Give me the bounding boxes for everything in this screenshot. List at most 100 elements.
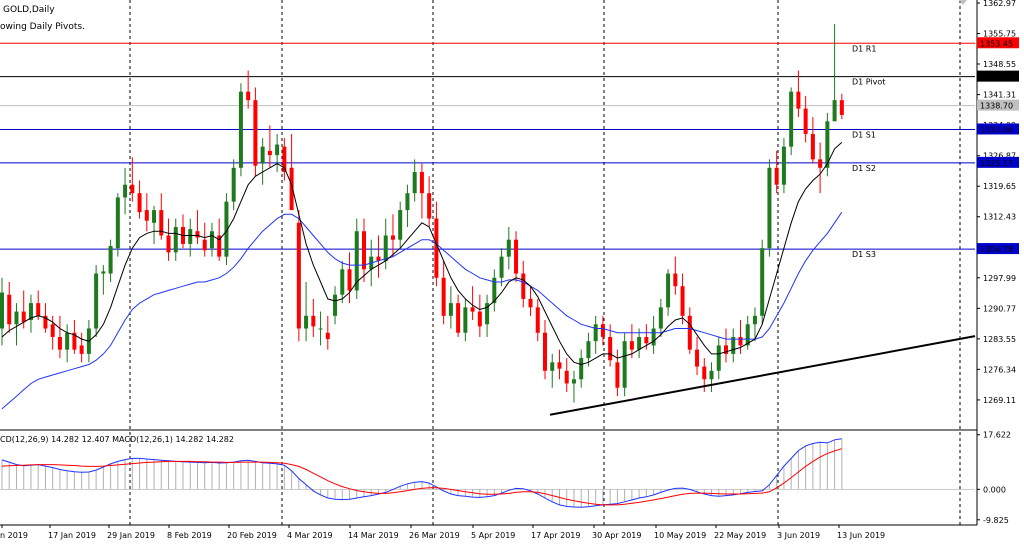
candle-46[interactable] bbox=[333, 286, 338, 325]
candle-19[interactable] bbox=[137, 180, 142, 219]
candle-68[interactable] bbox=[492, 269, 497, 312]
candle-0[interactable] bbox=[0, 277, 4, 346]
candle-74[interactable] bbox=[535, 298, 540, 342]
candle-88[interactable] bbox=[637, 328, 642, 359]
candle-32[interactable] bbox=[231, 159, 236, 211]
candle-7[interactable] bbox=[50, 315, 55, 350]
candle-14[interactable] bbox=[101, 265, 106, 295]
candle-101[interactable] bbox=[731, 328, 736, 363]
candle-65[interactable] bbox=[470, 286, 475, 321]
candle-27[interactable] bbox=[195, 210, 200, 244]
candle-79[interactable] bbox=[571, 370, 576, 403]
candle-75[interactable] bbox=[543, 320, 547, 380]
candle-21[interactable] bbox=[152, 205, 157, 244]
candle-111[interactable] bbox=[803, 95, 808, 143]
candle-22[interactable] bbox=[159, 193, 164, 240]
candle-4[interactable] bbox=[28, 294, 33, 333]
candle-16[interactable] bbox=[115, 193, 120, 257]
candle-55[interactable] bbox=[398, 201, 403, 249]
candle-109[interactable] bbox=[789, 87, 794, 156]
candle-108[interactable] bbox=[781, 138, 786, 194]
candle-86[interactable] bbox=[622, 332, 627, 397]
candle-9[interactable] bbox=[65, 324, 70, 363]
candle-110[interactable] bbox=[796, 70, 801, 118]
candle-24[interactable] bbox=[173, 218, 178, 261]
candle-15[interactable] bbox=[108, 239, 113, 282]
candle-39[interactable] bbox=[282, 138, 287, 181]
candle-62[interactable] bbox=[448, 286, 453, 329]
candles[interactable] bbox=[0, 24, 844, 403]
candle-90[interactable] bbox=[651, 315, 656, 354]
support-trendline[interactable] bbox=[549, 335, 976, 416]
candle-106[interactable] bbox=[767, 159, 772, 257]
candle-92[interactable] bbox=[666, 269, 671, 316]
candle-13[interactable] bbox=[94, 265, 99, 337]
candle-8[interactable] bbox=[57, 315, 62, 359]
candle-28[interactable] bbox=[202, 222, 207, 257]
candle-41[interactable] bbox=[296, 210, 301, 342]
candle-49[interactable] bbox=[354, 218, 359, 299]
candle-112[interactable] bbox=[810, 117, 815, 164]
candle-87[interactable] bbox=[629, 324, 634, 359]
candle-1[interactable] bbox=[7, 281, 12, 333]
candle-113[interactable] bbox=[818, 142, 823, 194]
candle-47[interactable] bbox=[340, 260, 345, 304]
candle-44[interactable] bbox=[318, 311, 323, 346]
candle-80[interactable] bbox=[579, 349, 584, 388]
candle-102[interactable] bbox=[738, 320, 743, 354]
candle-82[interactable] bbox=[593, 315, 598, 354]
candle-69[interactable] bbox=[499, 248, 504, 287]
candle-18[interactable] bbox=[130, 157, 135, 202]
candle-5[interactable] bbox=[36, 290, 41, 321]
candle-63[interactable] bbox=[456, 294, 461, 337]
candle-59[interactable] bbox=[427, 176, 432, 228]
candle-38[interactable] bbox=[275, 133, 280, 173]
candle-71[interactable] bbox=[514, 231, 519, 282]
candle-95[interactable] bbox=[687, 307, 692, 354]
candle-50[interactable] bbox=[362, 218, 366, 282]
candle-57[interactable] bbox=[412, 159, 417, 202]
candle-93[interactable] bbox=[673, 256, 678, 295]
candle-73[interactable] bbox=[528, 286, 533, 316]
candle-67[interactable] bbox=[485, 294, 490, 337]
candle-17[interactable] bbox=[123, 167, 128, 215]
candle-98[interactable] bbox=[709, 362, 714, 392]
candle-115[interactable] bbox=[832, 24, 837, 122]
candle-96[interactable] bbox=[695, 336, 700, 376]
candle-37[interactable] bbox=[267, 125, 272, 168]
candle-105[interactable] bbox=[760, 239, 765, 325]
candle-35[interactable] bbox=[253, 87, 258, 177]
candle-114[interactable] bbox=[825, 112, 830, 177]
candle-72[interactable] bbox=[521, 260, 526, 308]
candle-42[interactable] bbox=[304, 281, 309, 342]
candle-29[interactable] bbox=[209, 222, 214, 257]
candle-100[interactable] bbox=[724, 328, 728, 363]
candle-103[interactable] bbox=[745, 315, 750, 350]
candle-58[interactable] bbox=[419, 163, 424, 219]
candle-76[interactable] bbox=[550, 353, 555, 388]
candle-23[interactable] bbox=[166, 218, 171, 261]
candle-33[interactable] bbox=[238, 83, 243, 177]
candle-48[interactable] bbox=[347, 252, 352, 304]
candle-104[interactable] bbox=[752, 307, 757, 342]
candle-26[interactable] bbox=[188, 218, 193, 257]
candle-66[interactable] bbox=[477, 294, 482, 337]
candle-81[interactable] bbox=[586, 332, 591, 367]
candle-94[interactable] bbox=[680, 273, 685, 325]
candle-116[interactable] bbox=[839, 93, 844, 120]
candle-64[interactable] bbox=[463, 298, 468, 342]
candle-52[interactable] bbox=[376, 235, 381, 278]
candle-31[interactable] bbox=[224, 193, 229, 266]
candle-43[interactable] bbox=[311, 298, 316, 337]
chart-shift-marker[interactable] bbox=[959, 0, 967, 5]
candle-54[interactable] bbox=[390, 214, 395, 257]
candle-85[interactable] bbox=[615, 349, 620, 397]
candle-20[interactable] bbox=[144, 193, 149, 232]
trendline-layer[interactable] bbox=[549, 335, 976, 416]
candle-11[interactable] bbox=[79, 332, 84, 363]
candle-99[interactable] bbox=[716, 336, 721, 380]
candle-91[interactable] bbox=[658, 298, 663, 337]
candle-34[interactable] bbox=[246, 70, 251, 109]
candle-83[interactable] bbox=[600, 315, 605, 346]
candle-2[interactable] bbox=[14, 303, 19, 346]
